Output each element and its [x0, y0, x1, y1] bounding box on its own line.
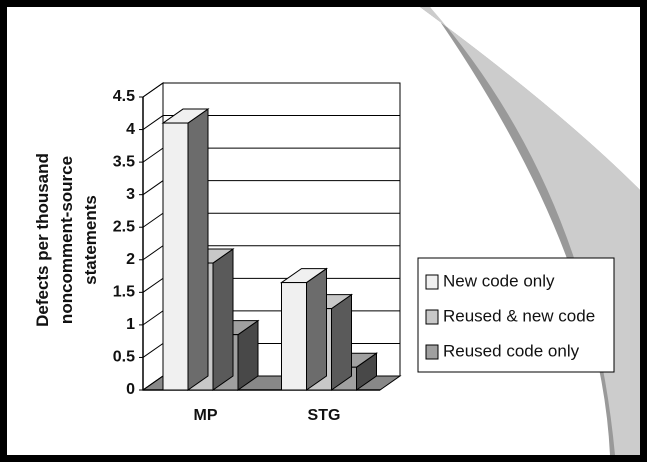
x-tick-label: STG — [308, 407, 341, 424]
bar — [282, 283, 307, 390]
y-tick-label: 2 — [126, 251, 135, 268]
x-tick-label: MP — [194, 407, 218, 424]
y-tick-label: 0.5 — [113, 349, 135, 366]
y-tick-label: 0 — [126, 381, 135, 398]
side-wall — [143, 83, 163, 390]
bar-side — [332, 295, 352, 390]
y-tick-label: 4 — [126, 121, 135, 138]
bar-side — [307, 269, 327, 390]
y-axis-label-line: noncomment-source — [57, 156, 76, 324]
legend-label: New code only — [443, 271, 555, 290]
legend-label: Reused & new code — [443, 306, 595, 325]
legend-label: Reused code only — [443, 341, 580, 360]
y-tick-label: 1 — [126, 316, 135, 333]
y-tick-label: 3.5 — [113, 153, 135, 170]
bar-side — [213, 249, 233, 390]
legend-swatch — [426, 310, 438, 324]
y-tick-label: 3 — [126, 186, 135, 203]
bar — [163, 123, 188, 390]
bar-side — [188, 109, 208, 390]
y-axis-label-line: statements — [81, 195, 100, 285]
y-tick-label: 1.5 — [113, 284, 135, 301]
legend-swatch — [426, 275, 438, 289]
y-tick-label: 2.5 — [113, 218, 135, 235]
slide: Defects per thousand noncomment-source sta… — [0, 0, 647, 462]
legend-swatch — [426, 345, 438, 359]
y-axis-label-line: Defects per thousand — [33, 153, 52, 327]
y-tick-label: 4.5 — [113, 88, 135, 105]
